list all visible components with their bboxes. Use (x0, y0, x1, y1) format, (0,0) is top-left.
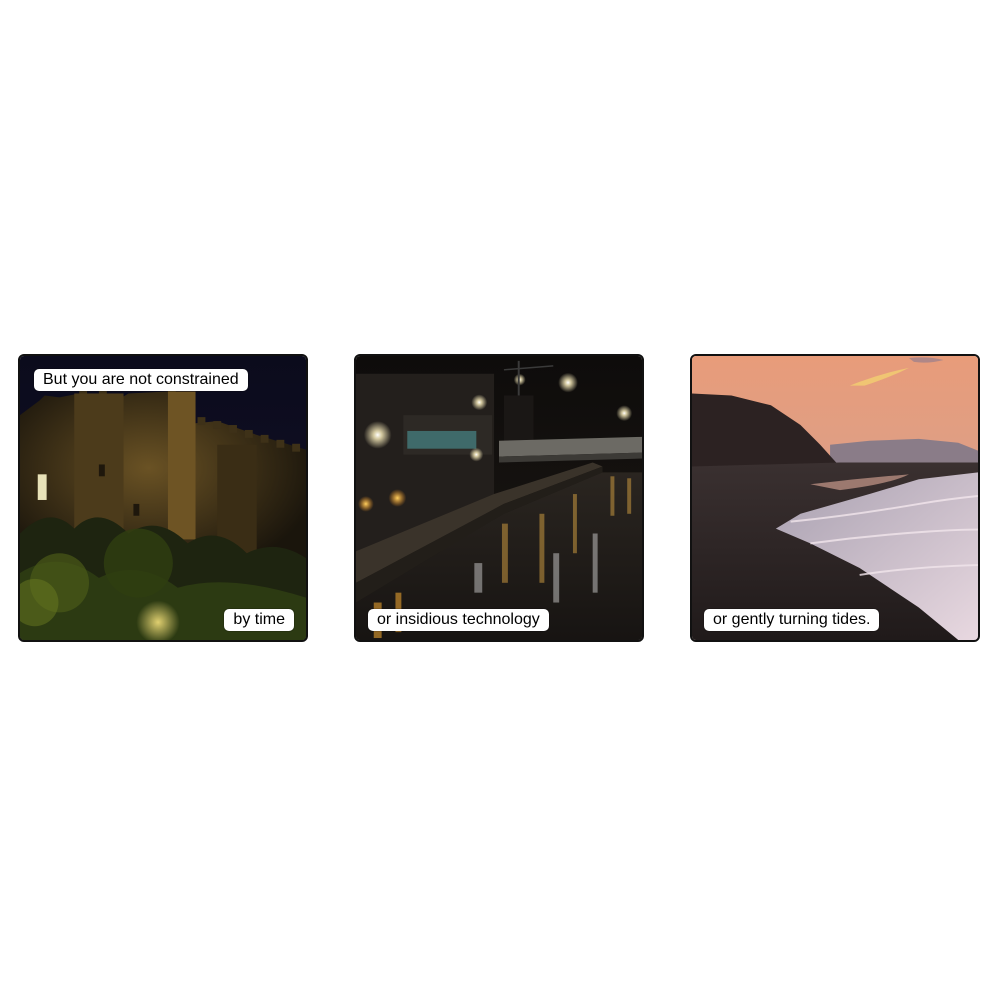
caption-top: But you are not constrained (34, 369, 248, 391)
photo-panel-riverfront: or insidious technology (354, 354, 644, 642)
beach-sunset-photo (692, 356, 978, 640)
caption-bottom: by time (224, 609, 294, 631)
photo-panel-beach: or gently turning tides. (690, 354, 980, 642)
caption-bottom: or insidious technology (368, 609, 549, 631)
photo-panel-castle: But you are not constrained by time (18, 354, 308, 642)
riverfront-night-photo (356, 356, 642, 640)
caption-bottom: or gently turning tides. (704, 609, 880, 631)
castle-night-photo (20, 356, 306, 640)
